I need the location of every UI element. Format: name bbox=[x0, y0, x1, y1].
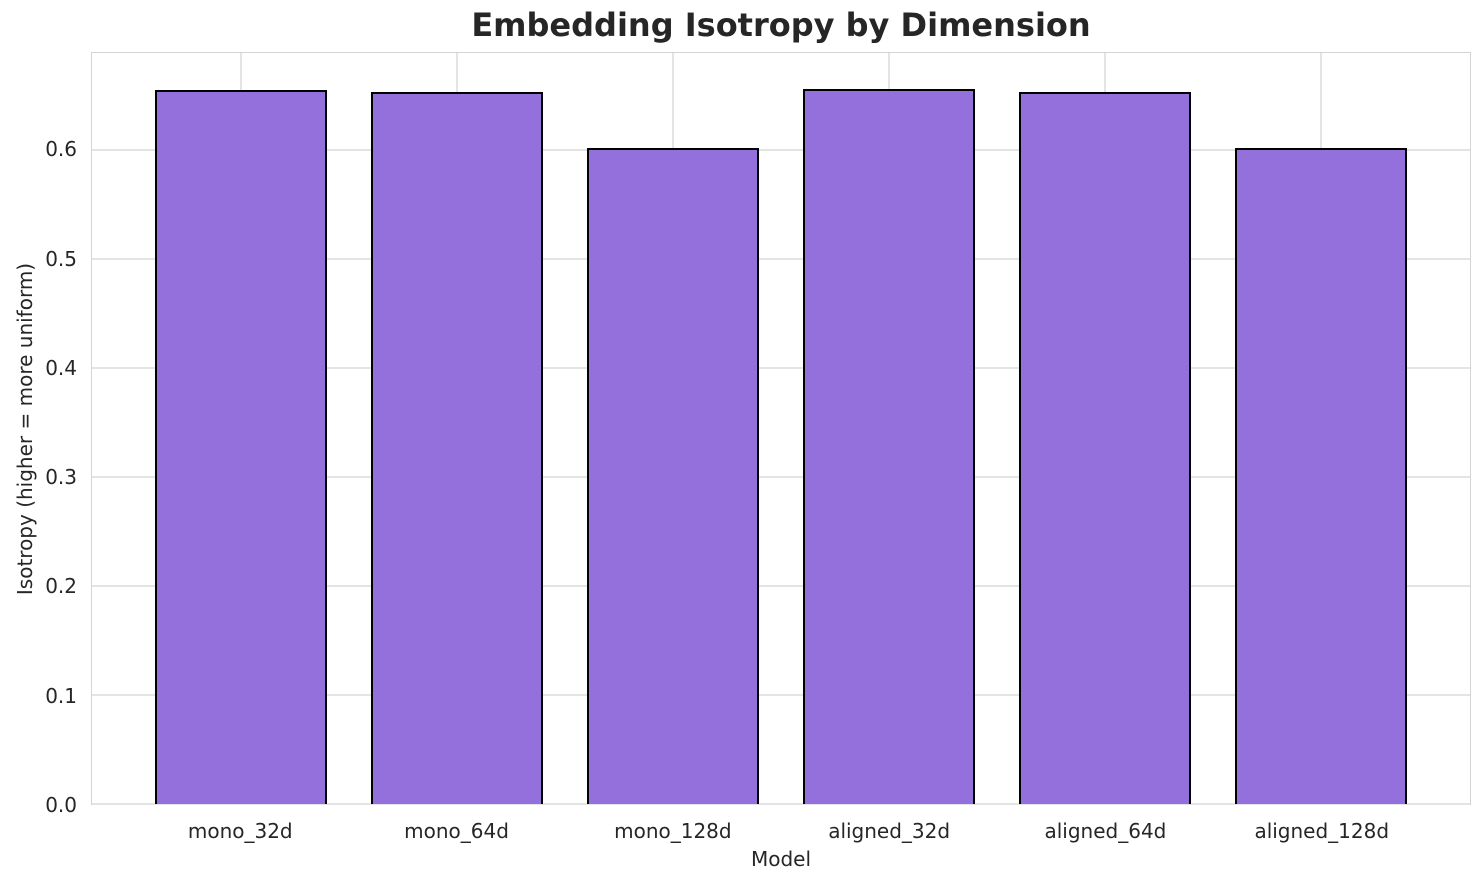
x-axis-label: Model bbox=[750, 847, 812, 871]
chart-title: Embedding Isotropy by Dimension bbox=[471, 6, 1091, 44]
bar-aligned_32d bbox=[802, 88, 976, 804]
bar-mono_64d bbox=[370, 92, 544, 804]
y-tick-label: 0.5 bbox=[45, 246, 77, 271]
x-tick-label: aligned_128d bbox=[1254, 819, 1390, 843]
gridline-horizontal bbox=[92, 258, 1470, 260]
bar-mono_32d bbox=[154, 90, 328, 804]
bar-aligned_64d bbox=[1018, 92, 1192, 804]
y-tick-label: 0.0 bbox=[45, 793, 77, 817]
y-axis-label: Isotropy (higher = more uniform) bbox=[13, 262, 37, 596]
gridline-horizontal bbox=[92, 585, 1470, 587]
x-tick-label: mono_32d bbox=[187, 819, 293, 843]
x-tick-label: mono_64d bbox=[404, 819, 509, 843]
gridline-horizontal bbox=[92, 694, 1470, 696]
plot-area bbox=[91, 52, 1471, 805]
bar-aligned_128d bbox=[1234, 147, 1408, 804]
y-tick-label: 0.1 bbox=[45, 683, 77, 708]
x-tick-label: aligned_64d bbox=[1044, 819, 1167, 843]
gridline-horizontal bbox=[92, 476, 1470, 478]
bar-mono_128d bbox=[586, 147, 760, 804]
x-tick-label: mono_128d bbox=[614, 819, 732, 843]
y-tick-label: 0.6 bbox=[45, 137, 77, 162]
y-tick-label: 0.4 bbox=[45, 355, 77, 380]
x-tick-label: aligned_32d bbox=[828, 819, 951, 843]
gridline-horizontal bbox=[92, 149, 1470, 151]
y-tick-label: 0.2 bbox=[45, 574, 77, 599]
y-tick-label: 0.3 bbox=[45, 465, 77, 490]
gridline-horizontal bbox=[92, 367, 1470, 369]
gridline-horizontal bbox=[92, 803, 1470, 805]
